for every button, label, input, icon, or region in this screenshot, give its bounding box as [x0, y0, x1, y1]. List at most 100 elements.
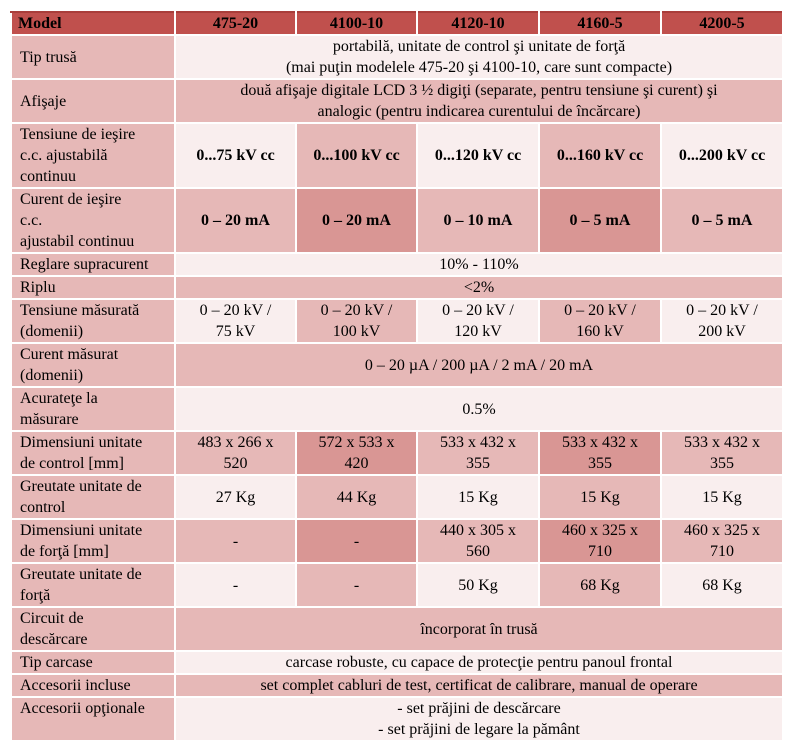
cell-4100-10: 44 Kg: [295, 475, 418, 520]
row-value: carcase robuste, cu capace de protecţie …: [174, 651, 784, 675]
header-model-4160-5: 4160-5: [538, 11, 662, 36]
label-line: ajustabil continuu: [20, 233, 135, 250]
value-line: - set prăjini de legare la pământ: [378, 721, 580, 738]
row-label: Tip carcase: [10, 651, 176, 675]
label-line: de control [mm]: [20, 455, 124, 472]
cell-4100-10: 0 – 20 kV / 100 kV: [295, 299, 418, 344]
row-label: Curent de ieşire c.c. ajustabil continuu: [10, 188, 176, 254]
row-label: Tensiune de ieşire c.c. ajustabilă conti…: [10, 123, 176, 189]
cell-4160-5: 533 x 432 x 355: [538, 431, 662, 476]
value-line: 0 – 20 kV /: [320, 302, 393, 319]
value-line: 420: [344, 455, 369, 472]
value-line: 75 kV: [215, 323, 256, 340]
label-line: c.c. ajustabilă: [20, 147, 108, 164]
label-line: continuu: [20, 168, 76, 185]
row-acuratete: Acurateţe la măsurare 0.5%: [10, 387, 784, 432]
value-line: 440 x 305 x: [440, 522, 516, 539]
cell-475-20: 483 x 266 x 520: [174, 431, 297, 476]
row-tensiune-iesire: Tensiune de ieşire c.c. ajustabilă conti…: [10, 123, 784, 189]
header-model-4120-10: 4120-10: [416, 11, 540, 36]
row-label: Tensiune măsurată (domenii): [10, 299, 176, 344]
value-line: (mai puţin modelele 475-20 şi 4100-10, c…: [285, 59, 673, 76]
cell-4120-10: 440 x 305 x 560: [416, 519, 540, 564]
cell-4100-10: -: [295, 519, 418, 564]
label-line: control: [20, 499, 66, 516]
row-riplu: Riplu <2%: [10, 276, 784, 300]
header-model-4100-10: 4100-10: [295, 11, 418, 36]
label-line: Curent de ieşire: [20, 191, 122, 208]
value-line: două afişaje digitale LCD 3 ½ digiţi (se…: [240, 82, 718, 99]
label-line: Tensiune măsurată: [20, 302, 140, 319]
row-value: set complet cabluri de test, certificat …: [174, 674, 784, 698]
value-line: 0 – 20 kV /: [564, 302, 636, 319]
value-line: 520: [223, 455, 248, 472]
cell-4200-5: 0...200 kV cc: [660, 123, 784, 189]
label-line: (domenii): [20, 367, 84, 384]
row-value: 0 – 20 µA / 200 µA / 2 mA / 20 mA: [174, 343, 784, 388]
row-label: Greutate unitate de control: [10, 475, 176, 520]
row-value: încorporat în trusă: [174, 607, 784, 652]
row-dimensiuni-control: Dimensiuni unitate de control [mm] 483 x…: [10, 431, 784, 476]
label-line: Acurateţe la: [20, 390, 98, 407]
label-line: Dimensiuni unitate: [20, 434, 143, 451]
cell-4200-5: 15 Kg: [660, 475, 784, 520]
cell-4100-10: 0...100 kV cc: [295, 123, 418, 189]
label-line: Tensiune de ieşire: [20, 126, 136, 143]
row-value: portabilă, unitate de control şi unitate…: [174, 35, 784, 80]
row-label: Afişaje: [10, 79, 176, 124]
label-line: descărcare: [20, 631, 88, 648]
row-label: Circuit de descărcare: [10, 607, 176, 652]
cell-4200-5: 0 – 5 mA: [660, 188, 784, 254]
row-curent-masurat: Curent măsurat (domenii) 0 – 20 µA / 200…: [10, 343, 784, 388]
cell-4100-10: 572 x 533 x 420: [295, 431, 418, 476]
row-circuit-descarcare: Circuit de descărcare încorporat în trus…: [10, 607, 784, 652]
label-line: (domenii): [20, 323, 84, 340]
value-line: 0 – 20 kV /: [686, 302, 758, 319]
value-line: 533 x 432 x: [684, 434, 760, 451]
value-line: 100 kV: [332, 323, 381, 340]
row-label: Curent măsurat (domenii): [10, 343, 176, 388]
label-line: forţă: [20, 587, 51, 604]
cell-4200-5: 68 Kg: [660, 563, 784, 608]
value-line: 355: [588, 455, 612, 472]
row-label: Dimensiuni unitate de control [mm]: [10, 431, 176, 476]
value-line: portabilă, unitate de control şi unitate…: [332, 38, 626, 55]
cell-4100-10: -: [295, 563, 418, 608]
value-line: 160 kV: [576, 323, 624, 340]
value-line: 572 x 533 x: [318, 434, 395, 451]
value-line: - set prăjini de descărcare: [397, 700, 561, 717]
row-value: 0.5%: [174, 387, 784, 432]
cell-4120-10: 0...120 kV cc: [416, 123, 540, 189]
value-line: 200 kV: [698, 323, 746, 340]
value-line: 0 – 20 kV /: [199, 302, 272, 319]
row-tip-carcase: Tip carcase carcase robuste, cu capace d…: [10, 651, 784, 675]
cell-475-20: 27 Kg: [174, 475, 297, 520]
value-line: 533 x 432 x: [562, 434, 638, 451]
row-value: <2%: [174, 276, 784, 300]
value-line: 355: [710, 455, 734, 472]
header-model-label: Model: [10, 11, 176, 36]
label-line: c.c.: [20, 212, 43, 229]
row-value: 10% - 110%: [174, 253, 784, 277]
cell-4160-5: 15 Kg: [538, 475, 662, 520]
row-value: două afişaje digitale LCD 3 ½ digiţi (se…: [174, 79, 784, 124]
header-model-4200-5: 4200-5: [660, 11, 784, 36]
row-tip-trusa: Tip trusă portabilă, unitate de control …: [10, 35, 784, 80]
cell-4160-5: 0 – 20 kV / 160 kV: [538, 299, 662, 344]
cell-475-20: 0...75 kV cc: [174, 123, 297, 189]
row-label: Acurateţe la măsurare: [10, 387, 176, 432]
row-accesorii-incluse: Accesorii incluse set complet cabluri de…: [10, 674, 784, 698]
row-afisaje: Afişaje două afişaje digitale LCD 3 ½ di…: [10, 79, 784, 124]
row-greutate-control: Greutate unitate de control 27 Kg 44 Kg …: [10, 475, 784, 520]
value-line: 533 x 432 x: [440, 434, 516, 451]
cell-4120-10: 0 – 10 mA: [416, 188, 540, 254]
value-line: 710: [588, 543, 612, 560]
cell-4200-5: 533 x 432 x 355: [660, 431, 784, 476]
cell-4200-5: 0 – 20 kV / 200 kV: [660, 299, 784, 344]
row-tensiune-masurata: Tensiune măsurată (domenii) 0 – 20 kV / …: [10, 299, 784, 344]
row-label: Accesorii opţionale: [10, 697, 176, 742]
row-label: Accesorii incluse: [10, 674, 176, 698]
cell-4160-5: 68 Kg: [538, 563, 662, 608]
cell-4120-10: 0 – 20 kV / 120 kV: [416, 299, 540, 344]
row-label: Reglare supracurent: [10, 253, 176, 277]
